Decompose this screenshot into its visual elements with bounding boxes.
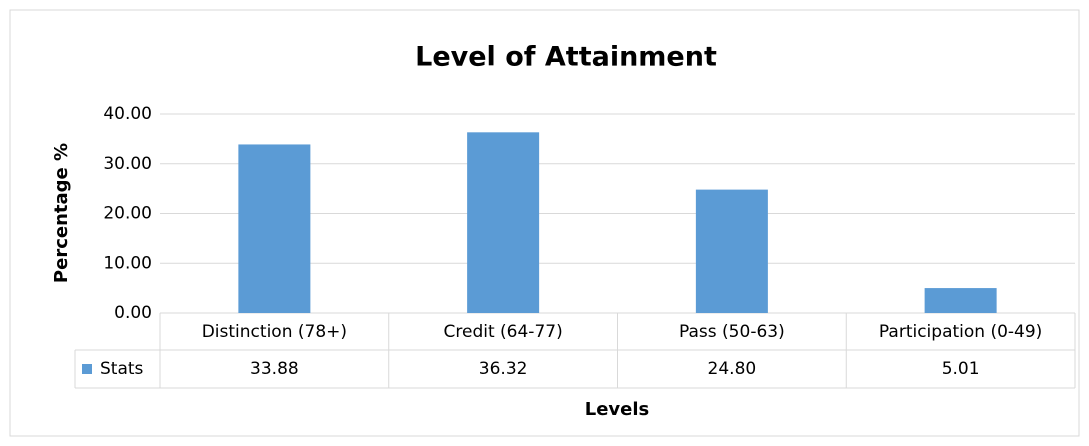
y-tick-label: 30.00 (103, 154, 152, 174)
bar (924, 288, 997, 313)
legend-swatch (82, 364, 92, 374)
x-tick-label: Distinction (78+) (202, 322, 347, 342)
x-tick-label: Pass (50-63) (679, 322, 785, 342)
y-tick-label: 20.00 (103, 204, 152, 224)
table-value: 33.88 (250, 359, 299, 379)
y-tick-label: 10.00 (103, 253, 152, 273)
y-tick-label: 0.00 (114, 303, 152, 323)
x-axis-label: Levels (585, 399, 650, 420)
x-tick-label: Credit (64-77) (444, 322, 563, 342)
table-value: 36.32 (479, 359, 528, 379)
chart-border (9, 9, 1080, 437)
bar (695, 189, 768, 313)
bar (467, 132, 540, 313)
table-value: 5.01 (942, 359, 980, 379)
bar (238, 144, 311, 313)
y-tick-label: 40.00 (103, 104, 152, 124)
table-value: 24.80 (708, 359, 757, 379)
chart-title: Level of Attainment (415, 42, 717, 73)
y-axis-label: Percentage % (51, 143, 72, 283)
x-tick-label: Participation (0-49) (879, 322, 1042, 342)
legend-label: Stats (100, 359, 144, 379)
